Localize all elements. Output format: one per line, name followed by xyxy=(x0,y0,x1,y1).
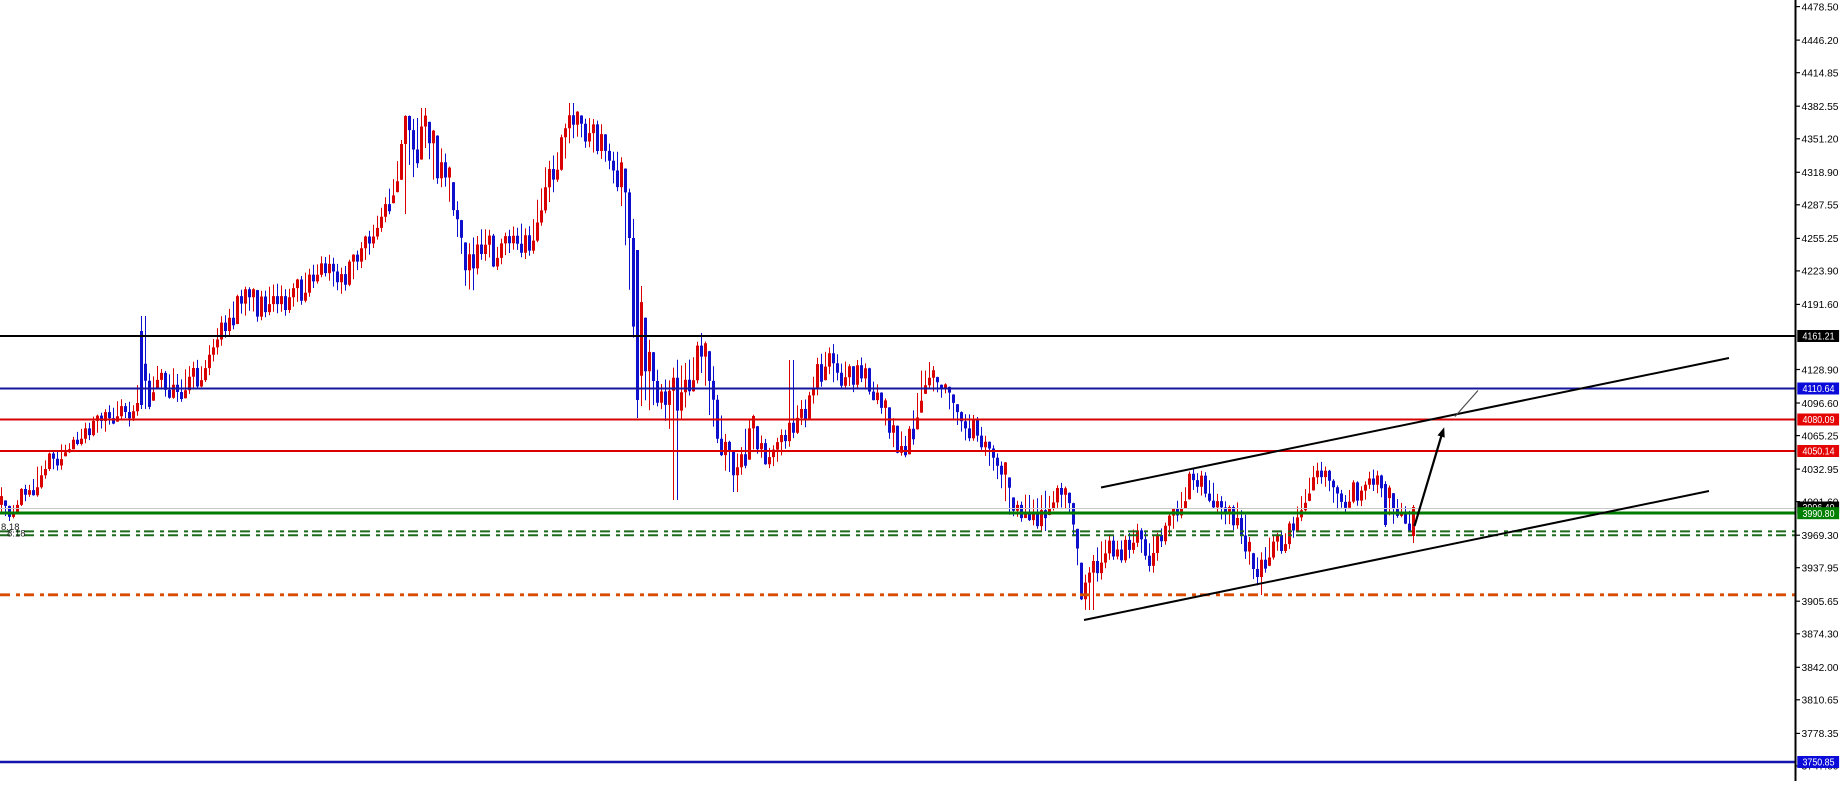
svg-text:4351.20: 4351.20 xyxy=(1802,134,1839,146)
svg-text:4110.64: 4110.64 xyxy=(1803,384,1835,395)
svg-text:3969.30: 3969.30 xyxy=(1802,530,1839,542)
svg-text:4080.09: 4080.09 xyxy=(1803,415,1835,426)
svg-text:3990.80: 3990.80 xyxy=(1803,509,1835,520)
svg-text:8.18: 8.18 xyxy=(1,522,20,533)
svg-text:4414.85: 4414.85 xyxy=(1802,68,1839,80)
svg-text:4287.55: 4287.55 xyxy=(1802,200,1839,212)
svg-text:4318.90: 4318.90 xyxy=(1802,167,1839,179)
svg-text:4032.95: 4032.95 xyxy=(1802,464,1839,476)
svg-text:4255.25: 4255.25 xyxy=(1802,233,1839,245)
svg-text:3842.00: 3842.00 xyxy=(1802,662,1839,674)
svg-text:8:18: 8:18 xyxy=(7,529,26,540)
svg-text:3905.65: 3905.65 xyxy=(1802,596,1839,608)
svg-text:4096.60: 4096.60 xyxy=(1802,398,1839,410)
svg-text:4128.90: 4128.90 xyxy=(1802,364,1839,376)
svg-text:4478.50: 4478.50 xyxy=(1802,1,1839,13)
svg-text:4191.60: 4191.60 xyxy=(1802,299,1839,311)
svg-text:3874.30: 3874.30 xyxy=(1802,629,1839,641)
svg-text:3750.85: 3750.85 xyxy=(1803,758,1835,769)
svg-text:3937.95: 3937.95 xyxy=(1802,563,1839,575)
svg-text:4382.55: 4382.55 xyxy=(1802,101,1839,113)
svg-text:3778.35: 3778.35 xyxy=(1802,728,1839,740)
svg-text:4223.90: 4223.90 xyxy=(1802,266,1839,278)
svg-text:4446.20: 4446.20 xyxy=(1802,35,1839,47)
svg-text:4161.21: 4161.21 xyxy=(1803,332,1835,343)
svg-text:4050.14: 4050.14 xyxy=(1803,447,1835,458)
svg-text:3810.65: 3810.65 xyxy=(1802,695,1839,707)
svg-text:4065.25: 4065.25 xyxy=(1802,430,1839,442)
